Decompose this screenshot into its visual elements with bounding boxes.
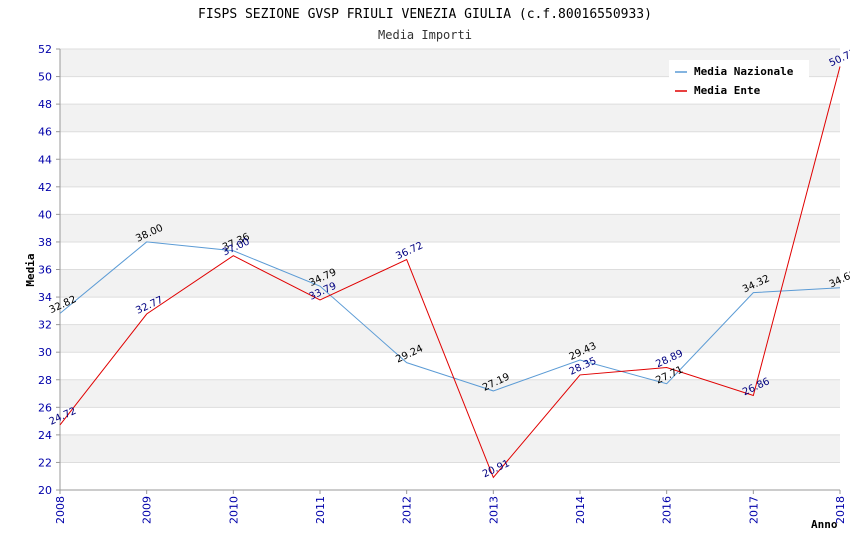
y-tick-label: 30: [38, 346, 52, 359]
x-tick-label: 2009: [141, 496, 154, 524]
grid-band: [60, 379, 840, 408]
y-tick-label: 42: [38, 181, 52, 194]
y-tick-label: 36: [38, 264, 52, 277]
y-tick-label: 20: [38, 484, 52, 497]
y-tick-label: 44: [38, 153, 52, 166]
y-tick-label: 24: [38, 429, 52, 442]
legend-box: [669, 60, 809, 100]
x-tick-label: 2008: [54, 496, 67, 524]
grid-band: [60, 104, 840, 132]
y-tick-label: 48: [38, 98, 52, 111]
y-tick-label: 28: [38, 374, 52, 387]
x-axis-ticks: 2008 2009 2010 2011 2012 2013 2014 2016 2017 2018: [54, 490, 847, 524]
y-axis-label: Media: [24, 253, 37, 286]
grid-band: [60, 269, 840, 298]
series-group: [59, 66, 841, 479]
y-tick-label: 26: [38, 401, 52, 414]
series-line-1: [59, 66, 841, 479]
legend-label-nazionale: Media Nazionale: [694, 65, 794, 78]
y-tick-label: 32: [38, 319, 52, 332]
grid-band: [60, 324, 840, 353]
x-tick-label: 2013: [487, 496, 500, 524]
grid-bands: [60, 49, 840, 463]
x-tick-label: 2011: [314, 496, 327, 524]
y-tick-label: 38: [38, 236, 52, 249]
x-tick-label: 2018: [834, 496, 847, 524]
y-tick-label: 34: [38, 291, 52, 304]
y-tick-label: 50: [38, 71, 52, 84]
data-label: 36.72: [394, 240, 425, 262]
grid-band: [60, 434, 840, 463]
legend: Media Nazionale Media Ente: [669, 60, 809, 100]
y-tick-label: 22: [38, 456, 52, 469]
chart-subtitle: Media Importi: [378, 28, 472, 42]
y-tick-label: 46: [38, 126, 52, 139]
data-label: 32.77: [134, 295, 165, 317]
x-tick-label: 2014: [574, 496, 587, 524]
x-tick-label: 2017: [747, 496, 760, 524]
chart-title: FISPS SEZIONE GVSP FRIULI VENEZIA GIULIA…: [198, 7, 652, 22]
gridlines: [60, 48, 840, 491]
x-tick-label: 2010: [227, 496, 240, 524]
y-tick-label: 52: [38, 43, 52, 56]
x-axis-label: Anno: [811, 518, 838, 531]
x-tick-label: 2012: [401, 496, 414, 524]
grid-band: [60, 214, 840, 242]
x-tick-label: 2016: [661, 496, 674, 524]
y-tick-label: 40: [38, 208, 52, 221]
data-label: 24.72: [48, 406, 79, 428]
y-axis-ticks: 20 22 24 26 28 30 32 34 36 38 40 42 44 46 48 50 52: [38, 43, 60, 497]
legend-label-ente: Media Ente: [694, 84, 761, 97]
grid-band: [60, 159, 840, 187]
series-line-0: [59, 241, 841, 392]
